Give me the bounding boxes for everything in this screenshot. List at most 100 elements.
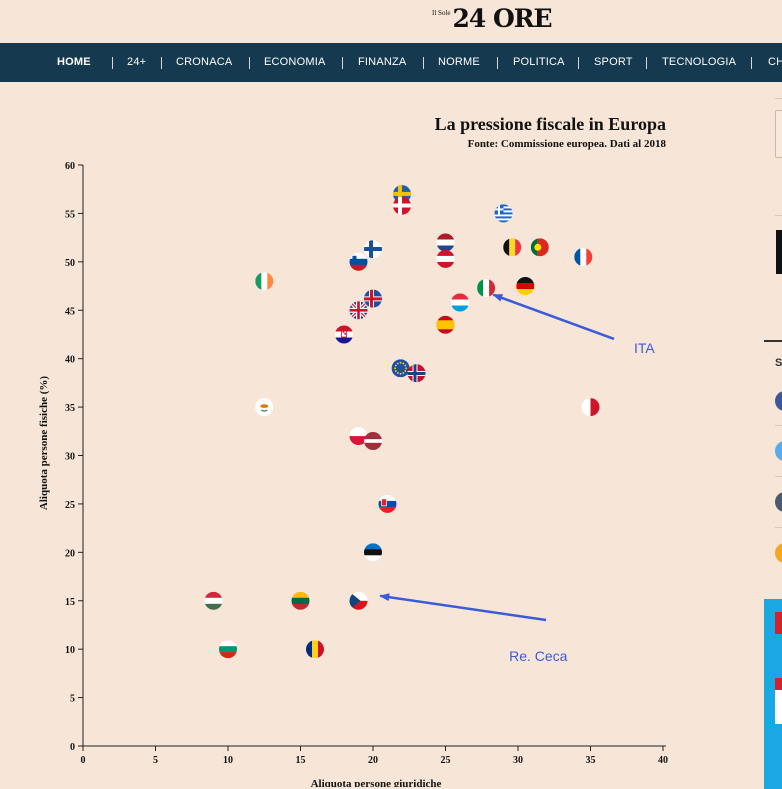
y-tick-label: 25 — [65, 500, 75, 511]
nav-separator — [578, 57, 579, 69]
y-tick-label: 55 — [65, 209, 75, 220]
x-axis-label: Aliquota persone giuridiche — [311, 778, 442, 787]
nav-separator — [112, 57, 113, 69]
sidebar-divider — [775, 527, 782, 528]
point-eu-flag-icon[interactable] — [391, 359, 410, 378]
point-uk-flag-icon[interactable] — [349, 301, 368, 320]
y-tick-label: 30 — [65, 452, 75, 463]
sidebar-divider — [775, 98, 782, 99]
point-luxembourg-flag-icon[interactable] — [451, 293, 469, 312]
point-croatia-flag-icon[interactable] — [335, 325, 353, 344]
sidebar-section-rule — [764, 340, 782, 342]
point-hungary-flag-icon[interactable] — [204, 591, 223, 610]
point-bulgaria-flag-icon[interactable] — [219, 640, 237, 659]
sidebar-banner[interactable] — [776, 230, 782, 274]
chart-title: La pressione fiscale in Europa — [435, 114, 666, 134]
site-logo[interactable]: Il Sole 24 ORE — [432, 4, 553, 36]
point-czech-flag-icon[interactable] — [349, 591, 368, 610]
y-tick-label: 0 — [70, 742, 75, 753]
sidebar-divider — [775, 215, 782, 216]
sidebar-search-box[interactable] — [775, 110, 782, 158]
y-tick-label: 40 — [65, 355, 75, 366]
point-italy-flag-icon[interactable] — [477, 279, 496, 297]
sidebar-promo-card — [775, 690, 782, 724]
y-tick-label: 10 — [65, 645, 75, 656]
nav-item-economia[interactable]: ECONOMIA — [264, 56, 326, 68]
y-tick-label: 20 — [65, 548, 75, 559]
nav-separator — [497, 57, 498, 69]
main-nav: HOME 24+ CRONACA ECONOMIA FINANZA NORME … — [0, 43, 782, 82]
point-belgium-flag-icon[interactable] — [503, 238, 522, 257]
nav-separator — [342, 57, 343, 69]
annotation-label: Re. Ceca — [509, 648, 568, 664]
sidebar-divider — [775, 425, 782, 426]
scatter-chart: La pressione fiscale in Europa Fonte: Co… — [38, 114, 668, 787]
annotation-arrow — [492, 293, 615, 341]
y-tick-label: 5 — [70, 694, 75, 705]
linkedin-icon[interactable] — [775, 492, 782, 512]
chart-axes: 0 5 10 15 20 25 30 35 40 45 50 55 60 0 5 10 15 20 25 30 35 40 — [65, 161, 668, 766]
y-tick-label: 50 — [65, 258, 75, 269]
sidebar-promo-panel[interactable] — [764, 599, 782, 789]
x-tick-label: 20 — [368, 755, 378, 766]
nav-item-cronaca[interactable]: CRONACA — [176, 56, 233, 68]
nav-item-tecnologia[interactable]: TECNOLOGIA — [662, 56, 737, 68]
nav-item-norme[interactable]: NORME — [438, 56, 480, 68]
rss-icon[interactable] — [775, 543, 782, 563]
nav-separator — [161, 57, 162, 69]
point-poland-flag-icon[interactable] — [349, 427, 368, 446]
x-tick-label: 5 — [153, 755, 158, 766]
point-romania-flag-icon[interactable] — [306, 640, 324, 659]
x-tick-label: 0 — [81, 755, 86, 766]
point-estonia-flag-icon[interactable] — [364, 543, 382, 562]
point-austria-flag-icon[interactable] — [436, 249, 455, 268]
y-tick-label: 60 — [65, 161, 75, 172]
nav-item-24plus[interactable]: 24+ — [127, 56, 147, 68]
sidebar-divider — [775, 476, 782, 477]
point-greece-flag-icon[interactable] — [494, 204, 513, 223]
logo-small-text: Il Sole — [432, 9, 451, 17]
point-spain-flag-icon[interactable] — [436, 315, 455, 334]
x-tick-label: 15 — [296, 755, 306, 766]
point-ireland-flag-icon[interactable] — [255, 272, 274, 291]
point-cyprus-flag-icon[interactable] — [255, 398, 274, 417]
x-tick-label: 25 — [441, 755, 451, 766]
nav-item-cultura[interactable]: CH — [768, 56, 782, 68]
point-slovakia-flag-icon[interactable] — [378, 494, 397, 513]
point-iceland-flag-icon[interactable] — [364, 289, 382, 308]
nav-separator — [646, 57, 647, 69]
top-bar: Il Sole 24 ORE — [0, 0, 782, 43]
logo-big-text: 24 ORE — [452, 4, 552, 33]
point-germany-flag-icon[interactable] — [516, 277, 535, 295]
facebook-icon[interactable] — [775, 391, 782, 411]
nav-item-sport[interactable]: SPORT — [594, 56, 633, 68]
point-norway-flag-icon[interactable] — [407, 364, 426, 383]
nav-separator — [249, 57, 250, 69]
sidebar-section-title: S — [775, 357, 782, 369]
annotation-label: ITA — [634, 340, 655, 356]
point-portugal-flag-icon[interactable] — [530, 238, 549, 257]
chart-subtitle: Fonte: Commissione europea. Dati al 2018 — [468, 138, 667, 150]
y-tick-label: 45 — [65, 306, 75, 317]
point-denmark-flag-icon[interactable] — [393, 196, 411, 215]
annotation-arrow — [379, 593, 547, 622]
point-malta-flag-icon[interactable] — [581, 398, 600, 417]
chart-annotations: ITA Re. Ceca — [379, 293, 655, 664]
nav-separator — [423, 57, 424, 69]
x-tick-label: 10 — [223, 755, 233, 766]
nav-separator — [751, 57, 752, 69]
chart-points — [204, 185, 600, 659]
point-lithuania-flag-icon[interactable] — [291, 591, 310, 610]
point-netherlands-flag-icon[interactable] — [436, 233, 455, 252]
point-latvia-flag-icon[interactable] — [364, 432, 382, 450]
sidebar-promo-stripe — [775, 678, 782, 690]
point-france-flag-icon[interactable] — [574, 248, 593, 266]
x-tick-label: 35 — [586, 755, 596, 766]
nav-item-home[interactable]: HOME — [57, 56, 91, 68]
point-finland-flag-icon[interactable] — [364, 240, 382, 259]
y-tick-label: 15 — [65, 597, 75, 608]
point-slovenia-flag-icon[interactable] — [349, 252, 368, 271]
nav-item-finanza[interactable]: FINANZA — [358, 56, 407, 68]
nav-item-politica[interactable]: POLITICA — [513, 56, 565, 68]
twitter-icon[interactable] — [775, 441, 782, 461]
